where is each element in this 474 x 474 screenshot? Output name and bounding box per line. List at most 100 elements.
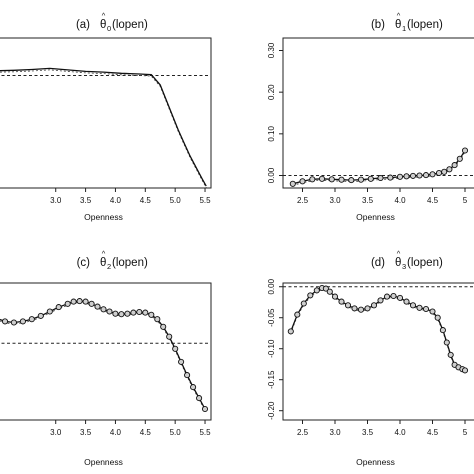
plot-frame [0, 37, 212, 189]
data-point [154, 316, 161, 323]
data-point [118, 311, 125, 318]
data-point [434, 314, 441, 321]
data-point [294, 311, 301, 318]
data-point [377, 174, 384, 182]
x-tick-label: 2.5 [297, 196, 309, 205]
theta-subscript: 2 [107, 262, 111, 271]
data-point [55, 304, 62, 311]
data-point [184, 372, 191, 379]
data-point [100, 306, 107, 313]
data-point [313, 287, 320, 294]
data-point [160, 323, 167, 330]
panel-b: 2.5 3.0 3.5 4.0 4.5 5 0.00 0.10 0.20 0.30 (b) ^θ 1 (l… [267, 11, 474, 222]
data-point [422, 172, 430, 179]
data-point [357, 176, 365, 183]
data-point [447, 351, 454, 358]
data-point [19, 318, 26, 325]
data-point [396, 294, 404, 301]
data-point [441, 168, 448, 175]
data-point [461, 367, 469, 374]
theta-symbol: θ [395, 257, 401, 269]
y-tick-label: 0.00 [267, 278, 276, 294]
data-point [403, 298, 410, 305]
x-tick-label: 3.5 [80, 428, 92, 437]
x-tick-label: 4.0 [394, 196, 406, 205]
x-tick-label: 3.0 [50, 428, 62, 437]
data-point [338, 298, 345, 305]
panel-a: 3.0 3.5 4.0 4.5 5.0 5.5 (a) ^θ 0 (lopen) Openness [0, 11, 212, 222]
data-point [409, 302, 417, 309]
title-argument: (lopen) [112, 19, 148, 31]
data-point [10, 319, 17, 326]
theta-symbol: θ [100, 257, 106, 269]
data-point [142, 309, 149, 316]
y-tick-label: -0.10 [267, 339, 276, 358]
series-0 [289, 147, 469, 187]
plot-frame [282, 37, 474, 189]
data-point [348, 177, 355, 184]
y-tick-label: 0.20 [267, 84, 276, 100]
data-point [289, 180, 296, 187]
data-point [70, 298, 77, 305]
y-tick-label: -0.20 [267, 401, 276, 420]
data-point [396, 173, 404, 180]
data-point [370, 302, 378, 309]
panel-c: 3.0 3.5 4.0 4.5 5.0 5.5 (c) ^θ 2 (lopen) Openness [0, 249, 212, 467]
x-tick-label: 5.0 [170, 428, 182, 437]
series-line [0, 67, 207, 187]
data-point [106, 308, 113, 315]
data-point [435, 169, 443, 177]
data-point [37, 312, 44, 319]
x-tick-label: 5.5 [199, 428, 211, 437]
theta-symbol: θ [395, 19, 401, 31]
data-point [328, 176, 335, 183]
series-band [292, 151, 466, 186]
y-tick-label: 0.00 [267, 167, 276, 183]
panel-label: (b) [371, 19, 385, 31]
data-point [326, 288, 333, 295]
data-point [357, 306, 365, 313]
x-tick-label: 2.5 [297, 428, 309, 437]
data-point [309, 176, 316, 183]
y-tick-label: 0.10 [267, 126, 276, 142]
theta-subscript: 3 [402, 262, 406, 271]
series-0 [0, 298, 209, 413]
panel-d: 2.5 3.0 3.5 4.0 4.5 5 0.00 -0.05 -0.10 -0.15 -0.20… [267, 249, 474, 467]
x-tick-label: 3.5 [362, 428, 374, 437]
data-point [322, 285, 329, 292]
data-point [344, 302, 352, 309]
data-point [64, 300, 71, 307]
data-point [88, 300, 95, 307]
y-tick-label: 0.30 [267, 42, 276, 58]
data-point [82, 298, 89, 305]
panel-label: (c) [77, 257, 91, 269]
theta-hat: ^ [397, 11, 401, 20]
x-tick-label: 4.5 [427, 428, 439, 437]
data-point [178, 358, 185, 365]
data-point [331, 293, 339, 300]
x-tick-label: 3.5 [362, 196, 374, 205]
data-point [166, 333, 173, 340]
x-tick-label: 3.0 [329, 196, 341, 205]
data-point [439, 327, 446, 334]
theta-hat: ^ [397, 249, 401, 258]
data-point [429, 171, 436, 178]
data-point [130, 309, 137, 316]
data-point [46, 308, 53, 315]
series-0 [287, 284, 469, 374]
data-point [172, 345, 179, 352]
x-tick-label: 3.0 [50, 196, 62, 205]
x-axis-label: Openness [356, 457, 395, 467]
theta-hat: ^ [102, 11, 106, 20]
x-tick-label: 4.0 [110, 196, 122, 205]
title-argument: (lopen) [407, 257, 443, 269]
data-point [76, 298, 83, 305]
data-point [112, 310, 119, 317]
plot-frame [282, 282, 474, 421]
x-tick-label: 4.5 [427, 196, 439, 205]
x-tick-label: 5 [463, 428, 468, 437]
x-tick-label: 5.5 [199, 196, 211, 205]
y-tick-label: -0.05 [267, 308, 276, 327]
data-point [403, 173, 410, 180]
